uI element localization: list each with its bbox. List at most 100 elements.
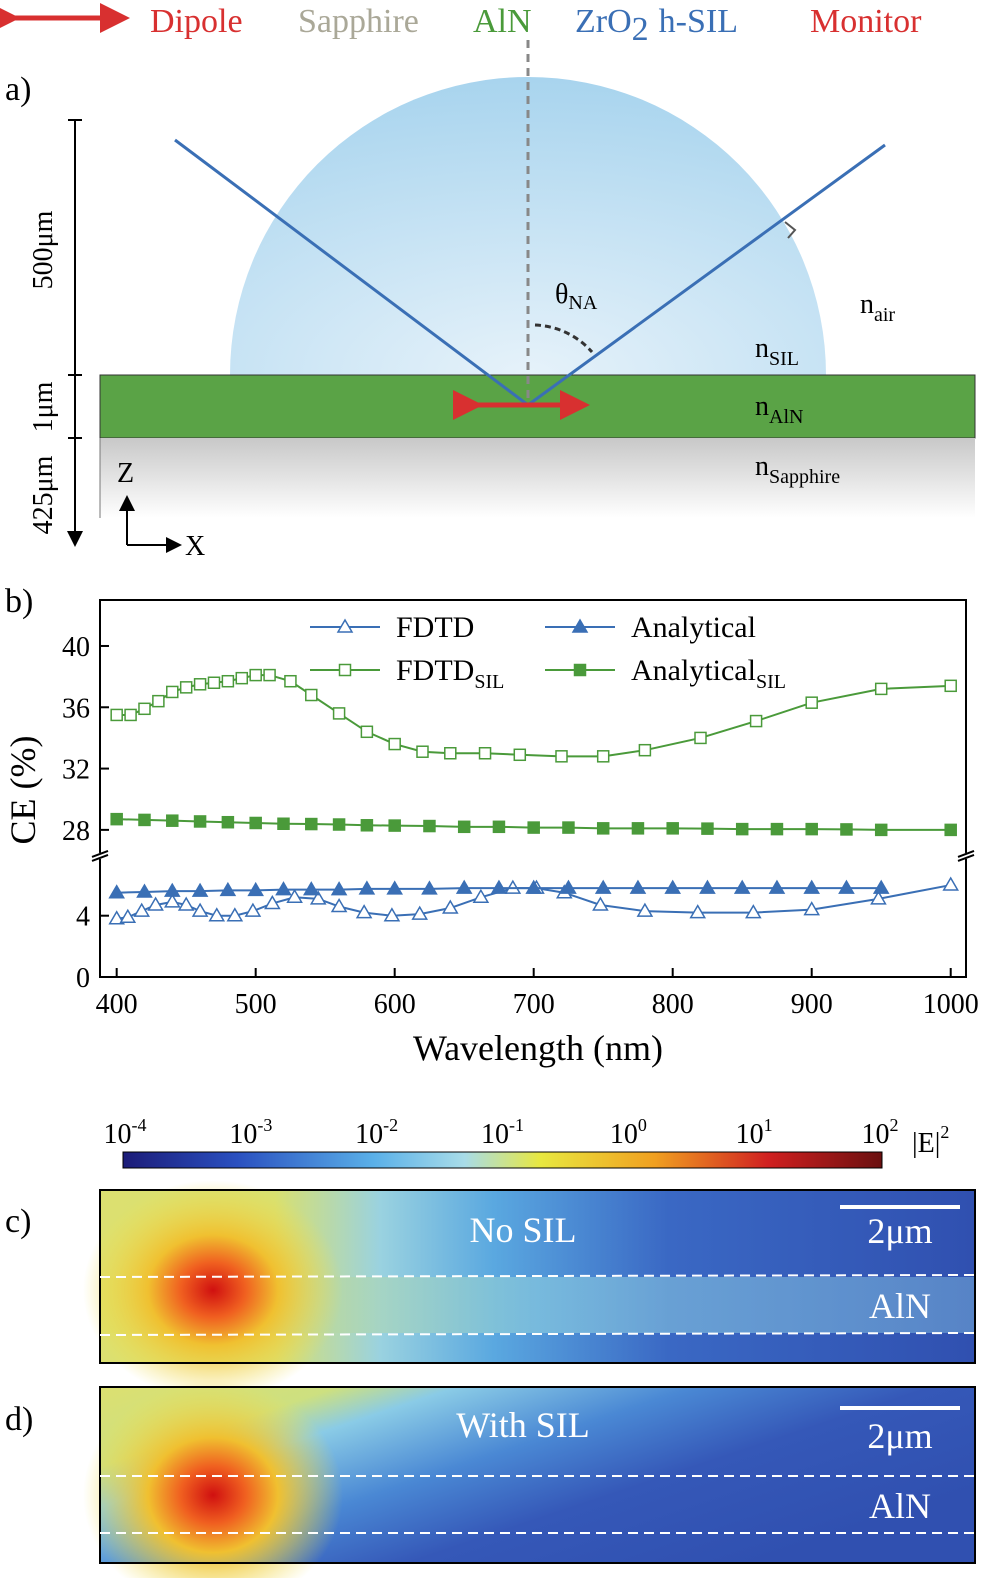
- colorbar-label: |E|2: [912, 1122, 949, 1159]
- text: ZrO: [575, 3, 632, 40]
- data-point: [629, 879, 647, 894]
- exponent: 0: [638, 1115, 647, 1135]
- dim-label: 500μm: [28, 210, 59, 289]
- data-point: [193, 678, 207, 691]
- data-point: [383, 907, 401, 922]
- data-point: [332, 818, 346, 831]
- base: 10: [481, 1119, 509, 1150]
- data-point: [286, 888, 303, 904]
- data-point: [110, 708, 123, 722]
- data-point: [944, 823, 957, 837]
- data-point: [360, 819, 374, 832]
- data-point: [735, 822, 749, 836]
- data-point: [138, 702, 151, 716]
- data-point: [666, 822, 679, 835]
- data-point: [944, 679, 957, 693]
- data-point: [803, 879, 821, 894]
- data-point: [768, 879, 786, 894]
- panel-label: c): [5, 1203, 31, 1240]
- data-point: [264, 894, 281, 910]
- base: 10: [355, 1119, 383, 1150]
- data-point: [193, 815, 207, 828]
- data-point: [110, 812, 123, 826]
- data-point: [664, 879, 682, 894]
- legend-monitor: Monitor: [810, 3, 922, 40]
- data-point: [492, 820, 506, 834]
- data-point: [560, 879, 577, 894]
- axis-break-gap: [94, 852, 106, 859]
- data-point: [138, 813, 151, 827]
- data-point: [527, 821, 540, 834]
- x-tick-label: 400: [96, 989, 138, 1020]
- data-point: [441, 899, 459, 914]
- text: n: [755, 333, 769, 364]
- data-point: [874, 682, 888, 696]
- subscript: NA: [568, 292, 597, 314]
- legend-label: Analytical: [631, 611, 756, 644]
- n-air: nair: [860, 289, 895, 326]
- axis-break: [91, 849, 109, 858]
- data-point: [249, 668, 262, 682]
- data-point: [163, 893, 181, 908]
- legend-name: Analytical: [631, 654, 756, 687]
- legend-label: AnalyticalSIL: [631, 654, 786, 693]
- layer-label: AlN: [869, 1286, 931, 1326]
- data-point: [733, 879, 751, 894]
- colorbar-tick-label: 10-2: [355, 1115, 398, 1150]
- data-point: [358, 880, 376, 895]
- n-aln: nAlN: [755, 391, 803, 428]
- angle-arc: [534, 323, 594, 353]
- data-point: [555, 750, 568, 763]
- data-point: [249, 816, 262, 830]
- data-point: [870, 890, 887, 905]
- exponent: -1: [509, 1115, 524, 1135]
- x-tick-label: 600: [374, 989, 416, 1020]
- exponent: -4: [132, 1115, 147, 1135]
- data-point: [423, 819, 436, 833]
- dim-label: 1μm: [28, 381, 59, 432]
- scale-label: 2μm: [867, 1211, 932, 1251]
- data-point: [355, 904, 373, 919]
- exponent: -2: [383, 1115, 398, 1135]
- legend-marker: [336, 618, 354, 633]
- data-point: [309, 890, 327, 905]
- data-point: [221, 674, 235, 688]
- legend-aln: AlN: [473, 3, 532, 40]
- dipole-field: [83, 1380, 343, 1578]
- colorbar-tick-label: 10-3: [229, 1115, 272, 1150]
- data-point: [219, 881, 237, 897]
- data-point: [942, 876, 960, 891]
- data-point: [421, 880, 438, 895]
- data-point: [360, 725, 374, 739]
- axis-break: [91, 853, 109, 862]
- data-point: [263, 668, 276, 682]
- data-point: [770, 822, 784, 836]
- n-sil: nSIL: [755, 333, 799, 370]
- data-point: [179, 681, 193, 694]
- superscript: 2: [940, 1122, 949, 1142]
- x-tick-label: 700: [513, 989, 555, 1020]
- data-point: [221, 815, 235, 829]
- data-point: [592, 896, 609, 911]
- data-point: [119, 908, 137, 923]
- y-axis-title: CE (%): [3, 736, 43, 845]
- subscript: AlN: [769, 406, 803, 428]
- data-point: [631, 822, 645, 835]
- subscript: Sapphire: [769, 466, 840, 488]
- data-point: [694, 731, 707, 745]
- panel-title: With SIL: [456, 1405, 590, 1445]
- text: n: [755, 391, 769, 422]
- panel-title: No SIL: [470, 1210, 577, 1250]
- data-point: [416, 745, 429, 758]
- dipole-field: [83, 1180, 343, 1400]
- layer-boundary: [99, 1274, 976, 1278]
- data-point: [302, 881, 320, 896]
- axis-break-gap: [960, 852, 972, 859]
- theta-label: θNA: [555, 279, 598, 314]
- data-point: [805, 696, 818, 709]
- scale-label: 2μm: [867, 1416, 932, 1456]
- y-tick-label: 40: [62, 632, 90, 663]
- data-point: [124, 708, 137, 722]
- data-point: [745, 904, 762, 919]
- data-point: [133, 902, 151, 917]
